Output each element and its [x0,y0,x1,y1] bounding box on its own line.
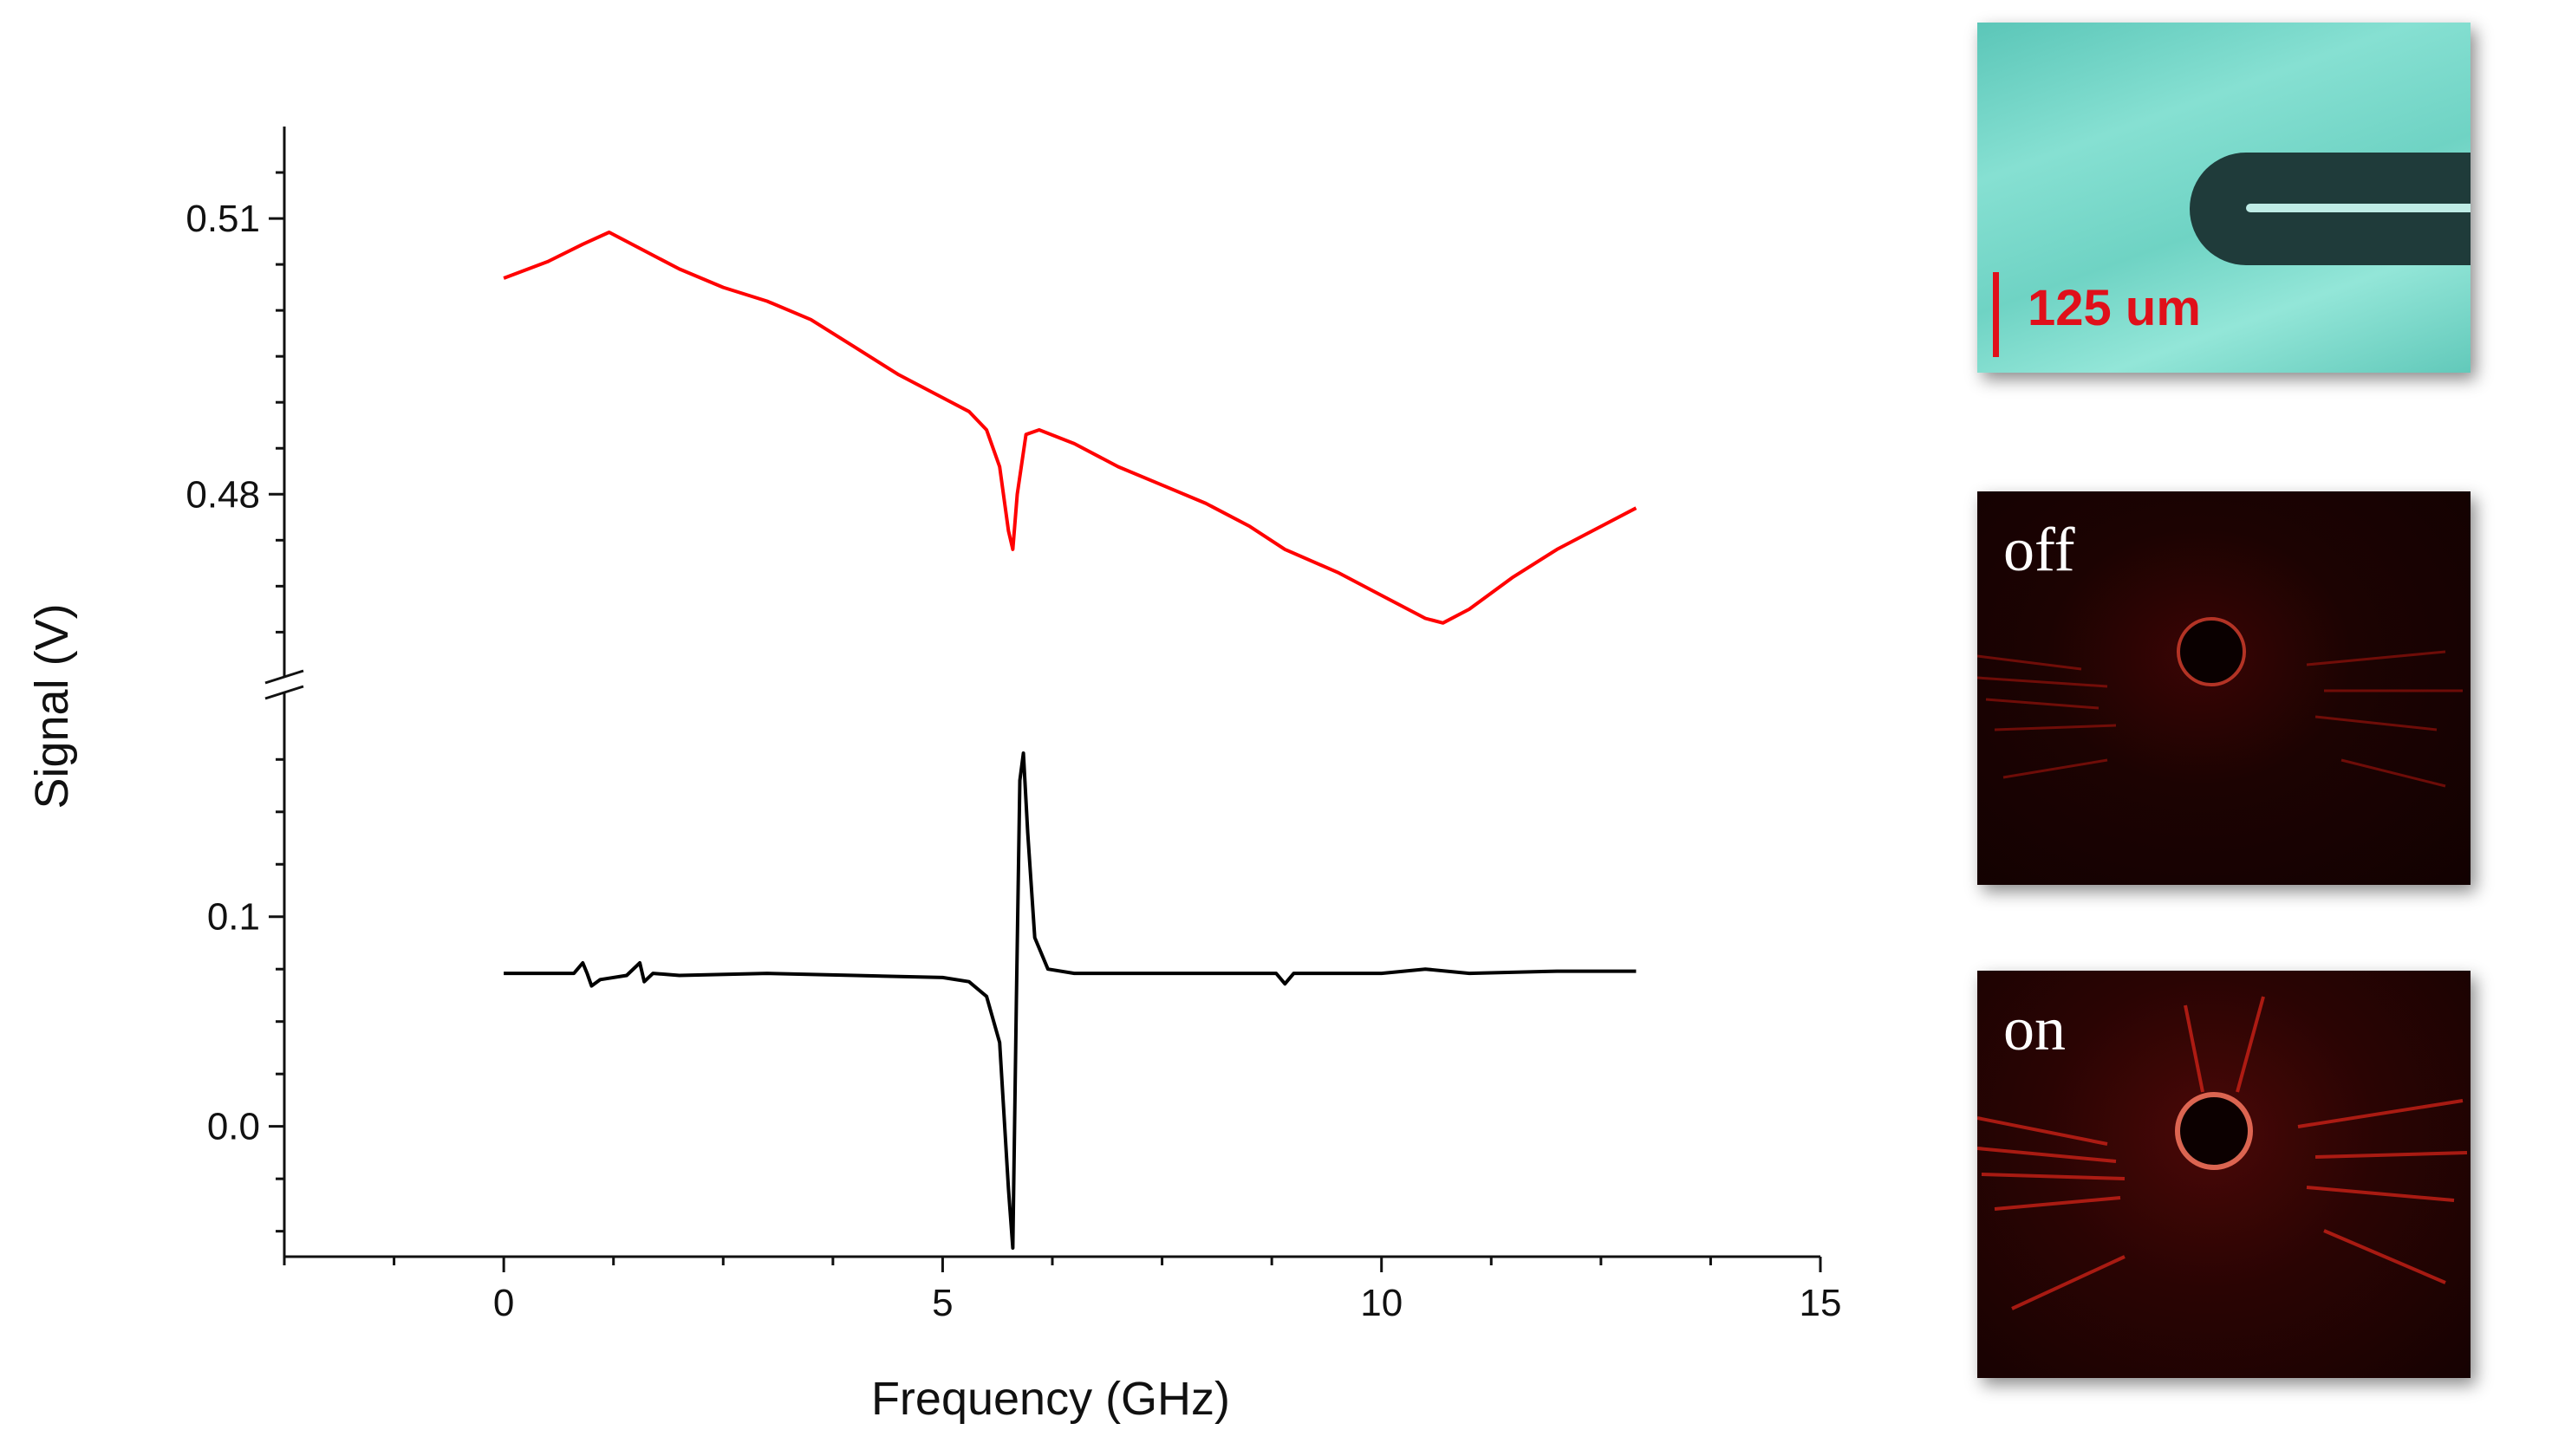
chart-axes [264,127,1820,1258]
chart-ticks: 0 5 10 15 0.48 0.51 0.0 0.1 [186,171,1842,1324]
series-line-lower [504,751,1637,1250]
scale-bar [1993,272,1999,357]
on-label: on [2003,994,2066,1063]
axis-break-mark [264,669,304,685]
fluorescence-on-panel: on [1977,971,2471,1378]
x-tick-label: 15 [1800,1282,1842,1324]
axis-break-mark [264,685,304,700]
y-tick-label: 0.48 [186,473,260,516]
line-chart: 0 5 10 15 0.48 0.51 0.0 0.1 Frequency (GHz) Sig… [26,127,1842,1425]
scale-bar-label: 125 um [2028,280,2201,336]
fiber-core-shape [2246,204,2471,212]
y-tick-label: 0.1 [207,896,260,939]
x-tick-label: 0 [493,1282,514,1324]
fluorescence-off-panel: off [1977,491,2471,885]
y-axis-label: Signal (V) [26,603,78,809]
x-tick-label: 10 [1360,1282,1403,1324]
series-line-upper [503,231,1637,625]
x-axis-label: Frequency (GHz) [871,1373,1230,1425]
x-tick-label: 5 [932,1282,953,1324]
y-tick-label: 0.0 [207,1106,260,1148]
fluorescence-on-image [1977,996,2468,1310]
fluorescence-off-image [1977,617,2463,788]
y-tick-label: 0.51 [186,198,260,240]
chart-series [503,231,1637,1250]
off-label: off [2003,515,2075,584]
microscope-image-panel: 125 um [1977,23,2471,373]
